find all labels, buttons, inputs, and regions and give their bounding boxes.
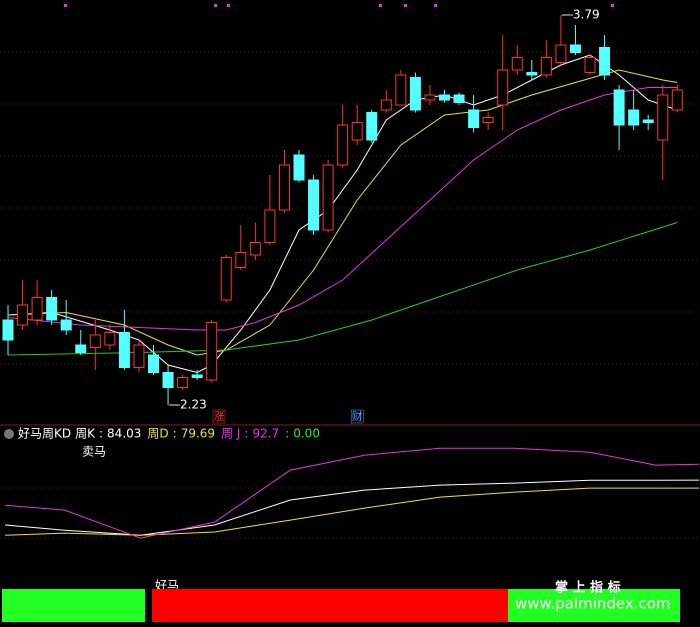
marker-label: 财	[352, 409, 363, 423]
candle-body	[540, 57, 552, 76]
watermark-brand: 掌 上 指 标	[555, 580, 621, 596]
legend-separator: :	[285, 427, 289, 441]
candle-body	[2, 319, 14, 341]
legend-value: 0.00	[293, 427, 320, 441]
candle-body	[526, 72, 538, 76]
candle-body	[380, 99, 392, 111]
candle-body	[569, 44, 581, 53]
candle-body	[351, 122, 363, 141]
indicator-line	[5, 479, 700, 536]
candle-body	[191, 374, 203, 378]
candle-body	[31, 297, 43, 321]
candle-body	[599, 47, 611, 76]
candle-body	[337, 124, 349, 166]
candle-body	[628, 109, 640, 126]
marker-box	[212, 409, 226, 424]
legend-value: 84.03	[107, 427, 141, 441]
candle-body	[424, 94, 436, 101]
annotation-label: 2.23	[180, 398, 207, 412]
candle-body	[235, 252, 247, 268]
candle-body	[642, 119, 654, 123]
candle-body	[104, 332, 116, 346]
candle-body	[366, 112, 378, 141]
signal-segment	[152, 589, 508, 622]
indicator-title: 好马周KD	[18, 427, 71, 441]
candle-body	[278, 164, 290, 211]
grid	[0, 51, 700, 539]
watermark-url: www.palmindex.com	[515, 595, 671, 613]
signal-segment	[2, 589, 145, 622]
candle-body	[118, 332, 130, 368]
legend-name: 周 J	[221, 427, 240, 441]
candle-body	[308, 179, 320, 231]
candle-body	[60, 319, 72, 331]
candle-body	[468, 109, 480, 128]
candle-body	[89, 334, 101, 348]
indicator-line	[7, 54, 678, 374]
candle-body	[395, 74, 407, 106]
candle-body	[671, 89, 683, 111]
candle-body	[322, 164, 334, 231]
candle-body	[177, 377, 189, 388]
legend-name: 周D	[147, 427, 168, 441]
legend-value: 92.7	[252, 427, 279, 441]
candle-body	[162, 372, 174, 388]
indicator-line	[7, 87, 678, 331]
candle-body	[17, 304, 29, 326]
candle-body	[482, 117, 494, 123]
legend-separator: :	[244, 427, 248, 441]
candle-body	[293, 154, 305, 181]
indicator-line	[5, 487, 700, 536]
candle-body	[46, 297, 58, 321]
candle-body	[264, 209, 276, 243]
legend-name: 周K	[75, 427, 96, 441]
legend-separator: :	[99, 427, 103, 441]
signal-segment	[508, 589, 680, 622]
candle-body	[497, 69, 509, 106]
candle-body	[409, 77, 421, 111]
candle-body	[148, 354, 160, 373]
indicator-line	[5, 447, 700, 539]
candle-body	[75, 344, 87, 353]
legend-separator: :	[173, 427, 177, 441]
indicator-line	[7, 69, 678, 356]
indicator-line	[7, 222, 678, 356]
candle-body	[584, 57, 596, 73]
candle-body	[511, 57, 523, 71]
marker-box	[350, 409, 364, 424]
candle-body	[555, 44, 567, 63]
signal-bar: 好马 掌 上 指 标 www.palmindex.com	[2, 579, 680, 622]
candle-body	[206, 322, 218, 381]
annotation-label: 3.79	[573, 8, 600, 22]
marker-label: 涨	[213, 410, 224, 423]
candle-body	[613, 89, 625, 126]
candle-body	[220, 257, 232, 301]
candle-panel: 3.79 2.23 涨 财	[2, 8, 683, 424]
candle-body	[453, 94, 465, 103]
candle-body	[249, 242, 261, 256]
legend-value: 79.69	[181, 427, 215, 441]
top-dots	[64, 4, 614, 7]
collapse-icon[interactable]	[4, 429, 14, 439]
signal-annotation: 卖马	[82, 445, 106, 459]
candle-body	[439, 94, 451, 101]
candle-body	[133, 344, 145, 368]
candle-body	[657, 94, 669, 141]
